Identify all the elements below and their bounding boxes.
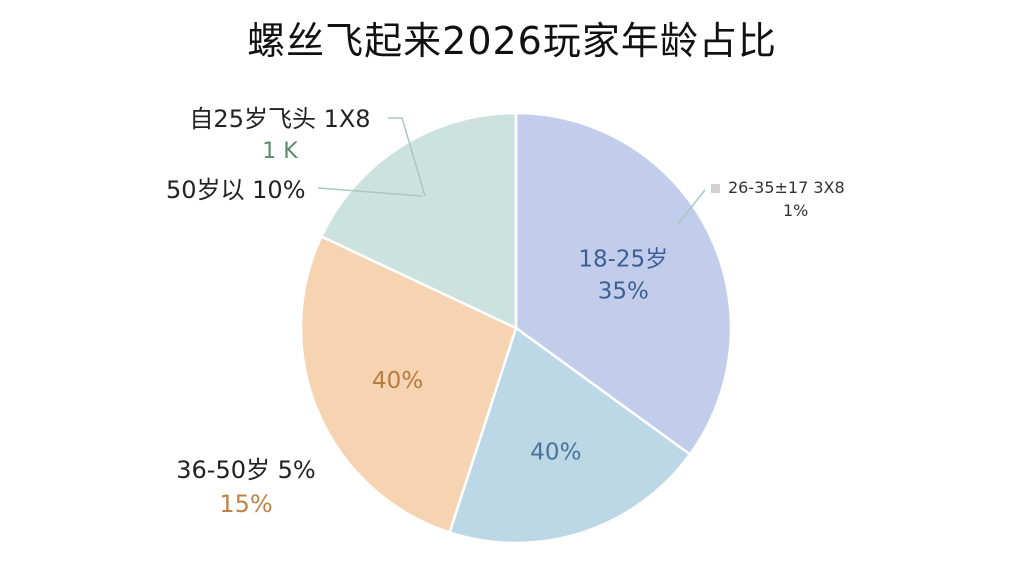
callout-2-line1: 50岁以 10% xyxy=(166,176,306,204)
slice-value-3: 40% xyxy=(372,368,423,394)
callout-4-line2: 15% xyxy=(219,490,272,518)
chart-title: 螺丝飞起来2026玩家年龄占比 xyxy=(247,19,777,63)
callout-4-line1: 36-50岁 5% xyxy=(176,456,315,484)
slice-labels: 18-25岁 35% 40% 40% xyxy=(372,246,668,465)
legend-marker xyxy=(711,184,720,193)
slice-value-2: 40% xyxy=(530,440,581,466)
pie-slice-2 xyxy=(447,325,692,545)
pie-slices xyxy=(299,111,733,545)
callout-1-line1: 自25岁飞头 1X8 xyxy=(189,105,370,133)
callouts: 自25岁飞头 1X8 1 K 50岁以 10% 26-35±17 3X8 1% 36-50… xyxy=(166,105,845,518)
callout-2-leader xyxy=(317,187,423,197)
pie-slice-3 xyxy=(299,234,518,535)
pie-slice-1 xyxy=(514,111,733,457)
pie-slice-4 xyxy=(319,111,518,330)
slice-label-1: 18-25岁 xyxy=(578,246,668,272)
callout-1-leader xyxy=(388,117,426,197)
slice-value-1: 35% xyxy=(598,278,649,304)
callout-3-leader xyxy=(677,189,706,225)
callout-3-line1: 26-35±17 3X8 xyxy=(728,178,845,197)
callout-3-line2: 1% xyxy=(783,201,808,220)
callout-1-line2: 1 K xyxy=(262,139,298,164)
